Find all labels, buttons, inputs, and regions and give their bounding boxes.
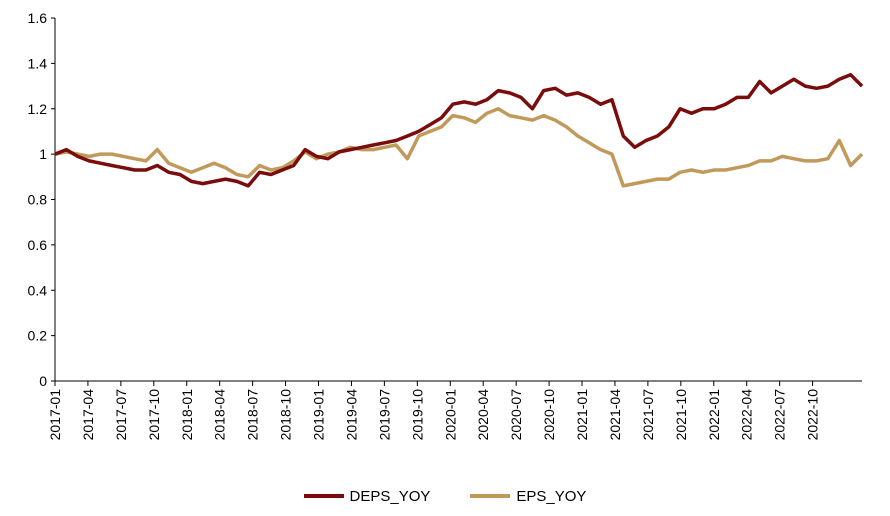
x-axis: 2017-01 2017-04 2017-07 2017-10 2018-01 2018-… — [47, 380, 862, 441]
x-tick-label: 2017-04 — [80, 389, 96, 441]
x-tick-label: 2018-10 — [278, 389, 294, 441]
x-tick-label: 2019-07 — [376, 389, 392, 441]
y-tick-label: 1.6 — [28, 10, 48, 26]
x-tick-label: 2020-10 — [541, 389, 557, 441]
y-tick-label: 0.4 — [28, 282, 48, 298]
x-tick-label: 2022-01 — [706, 389, 722, 441]
y-tick-label: 1.4 — [28, 55, 48, 71]
series-line-deps-yoy — [54, 72, 864, 188]
y-tick-label: 0 — [39, 373, 47, 389]
x-tick-label: 2017-07 — [113, 389, 129, 441]
x-tick-label: 2021-01 — [574, 389, 590, 441]
x-tick-label: 2017-01 — [47, 389, 63, 441]
y-tick-label: 0.6 — [28, 237, 48, 253]
x-tick-label: 2018-07 — [245, 389, 261, 441]
x-tick-label: 2019-04 — [343, 389, 359, 441]
y-tick-label: 0.2 — [28, 328, 48, 344]
x-tick-label: 2020-04 — [475, 389, 491, 441]
x-tick-label: 2018-04 — [212, 389, 228, 441]
x-tick-label: 2022-10 — [805, 389, 821, 441]
x-tick-label: 2022-04 — [739, 389, 755, 441]
legend-label-deps-yoy: DEPS_YOY — [349, 487, 431, 505]
legend-item-eps-yoy: EPS_YOY — [470, 488, 586, 505]
y-tick-label: 1 — [39, 146, 47, 162]
legend-swatch-eps-yoy — [470, 494, 511, 498]
series-layer — [54, 72, 864, 188]
x-tick-label: 2021-07 — [640, 389, 656, 441]
legend-label-eps-yoy: EPS_YOY — [516, 487, 587, 505]
x-tick-label: 2018-01 — [179, 389, 195, 441]
y-tick-label: 1.2 — [28, 101, 48, 117]
series-line-eps-yoy — [54, 107, 864, 188]
x-tick-label: 2020-01 — [442, 389, 458, 441]
x-tick-label: 2022-07 — [772, 389, 788, 441]
x-tick-label: 2021-04 — [607, 389, 623, 441]
legend-item-deps-yoy: DEPS_YOY — [303, 487, 431, 505]
x-tick-label: 2019-01 — [311, 389, 327, 441]
y-tick-label: 0.8 — [28, 192, 48, 208]
legend-swatch-deps-yoy — [303, 494, 344, 498]
x-tick-label: 2020-07 — [508, 389, 524, 441]
x-tick-label: 2021-10 — [673, 389, 689, 441]
x-tick-label: 2017-10 — [146, 389, 162, 441]
x-tick-label: 2019-10 — [409, 389, 425, 441]
y-axis: 0 0.2 0.4 0.6 0.8 1 1.2 1.4 1.6 — [28, 10, 56, 389]
legend: DEPS_YOY EPS_YOY — [0, 482, 890, 510]
